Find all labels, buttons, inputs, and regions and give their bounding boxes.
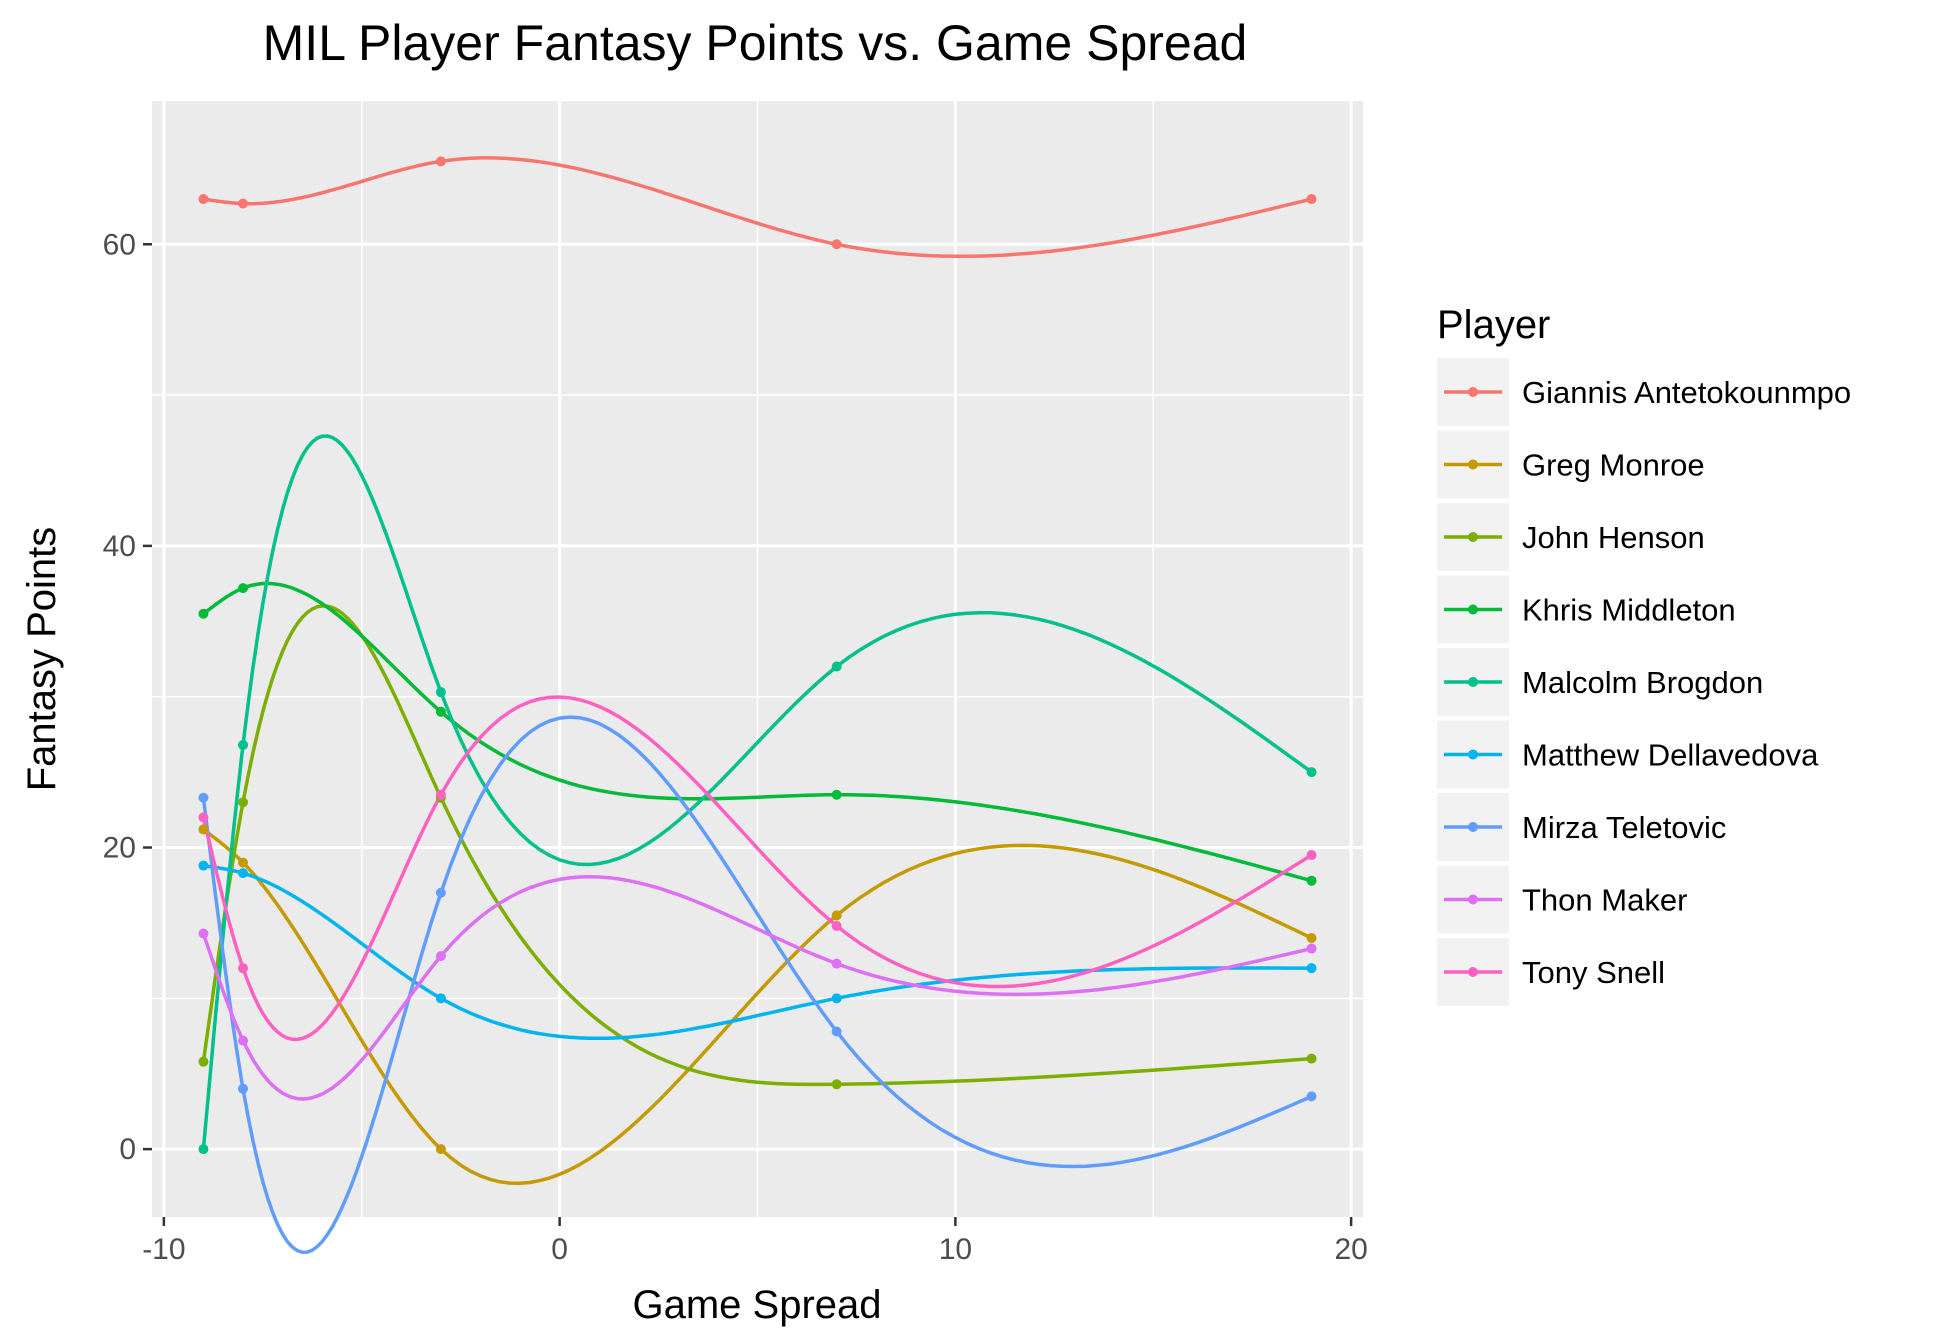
legend-item: Greg Monroe	[1437, 430, 1705, 499]
legend-item: Malcolm Brogdon	[1437, 648, 1763, 716]
data-point	[831, 958, 842, 969]
data-point	[198, 812, 209, 823]
data-point	[831, 910, 842, 921]
data-point	[831, 993, 842, 1004]
data-point	[238, 583, 249, 594]
legend-title: Player	[1437, 303, 1550, 347]
legend-item: John Henson	[1437, 503, 1705, 571]
y-tick-label: 0	[119, 1133, 136, 1166]
data-point	[435, 156, 446, 167]
legend-label: Tony Snell	[1522, 955, 1665, 990]
data-point	[198, 928, 209, 939]
data-point	[198, 194, 209, 205]
legend-label: Greg Monroe	[1522, 448, 1705, 483]
data-point	[435, 1144, 446, 1155]
data-point	[238, 797, 249, 808]
chart-title: MIL Player Fantasy Points vs. Game Sprea…	[263, 15, 1248, 71]
data-point	[1306, 194, 1317, 205]
data-point	[435, 789, 446, 800]
data-point	[238, 868, 249, 879]
data-point	[238, 963, 249, 974]
legend-swatch-point	[1468, 459, 1478, 470]
data-point	[435, 706, 446, 717]
data-point	[1306, 1091, 1317, 1102]
data-point	[1306, 767, 1317, 778]
legend-swatch-point	[1468, 967, 1478, 977]
legend-label: John Henson	[1522, 520, 1705, 555]
y-tick-label: 20	[103, 832, 136, 865]
data-point	[1306, 963, 1317, 974]
x-axis-title: Game Spread	[632, 1283, 881, 1327]
x-tick-label: -10	[142, 1233, 185, 1266]
legend-swatch-point	[1468, 604, 1478, 615]
data-point	[435, 993, 446, 1004]
data-point	[1306, 943, 1317, 954]
data-point	[198, 860, 209, 871]
legend-item: Thon Maker	[1437, 865, 1687, 934]
y-axis: 0 20 40 60	[103, 228, 152, 1166]
legend-swatch-point	[1468, 532, 1478, 542]
legend-swatch-point	[1468, 387, 1478, 397]
data-point	[1306, 875, 1317, 886]
data-point	[831, 661, 842, 672]
data-point	[831, 1079, 842, 1090]
legend-item: Giannis Antetokounmpo	[1437, 358, 1851, 426]
data-point	[198, 1144, 209, 1155]
data-point	[198, 1056, 209, 1067]
x-axis: -10 0 10 20	[142, 1217, 1368, 1266]
data-point	[831, 239, 842, 250]
legend-swatch-point	[1468, 822, 1478, 832]
legend-swatch-point	[1468, 677, 1478, 687]
data-point	[238, 198, 249, 209]
data-point	[831, 1026, 842, 1037]
data-point	[198, 824, 209, 835]
legend-label: Mirza Teletovic	[1522, 810, 1726, 845]
legend-items: Giannis Antetokounmpo Greg Monroe John Hen…	[1437, 358, 1851, 1006]
data-point	[198, 608, 209, 619]
data-point	[198, 792, 209, 803]
legend-item: Tony Snell	[1437, 938, 1665, 1006]
data-point	[435, 687, 446, 698]
data-point	[831, 789, 842, 800]
y-tick-label: 40	[103, 530, 136, 563]
data-point	[238, 1083, 249, 1094]
legend-swatch-point	[1468, 894, 1478, 905]
x-tick-label: 20	[1334, 1233, 1367, 1266]
data-point	[238, 739, 249, 750]
data-point	[238, 1035, 249, 1046]
data-point	[435, 887, 446, 898]
legend-swatch-point	[1468, 749, 1478, 760]
data-point	[238, 857, 249, 868]
legend-label: Giannis Antetokounmpo	[1522, 375, 1851, 410]
legend-item: Mirza Teletovic	[1437, 793, 1726, 861]
legend: Player Giannis Antetokounmpo Greg Monroe J…	[1437, 303, 1851, 1006]
x-tick-label: 0	[551, 1233, 568, 1266]
y-tick-label: 60	[103, 228, 136, 261]
legend-label: Khris Middleton	[1522, 593, 1736, 628]
series-points	[198, 156, 1317, 1155]
data-point	[1306, 1053, 1317, 1064]
data-point	[435, 951, 446, 962]
legend-label: Matthew Dellavedova	[1522, 738, 1819, 773]
data-point	[1306, 850, 1317, 861]
grid-lines	[152, 101, 1363, 1217]
legend-item: Khris Middleton	[1437, 575, 1736, 644]
data-point	[831, 920, 842, 931]
y-axis-title: Fantasy Points	[20, 527, 64, 792]
legend-label: Malcolm Brogdon	[1522, 665, 1763, 700]
legend-label: Thon Maker	[1522, 883, 1687, 918]
x-tick-label: 10	[939, 1233, 972, 1266]
data-point	[1306, 933, 1317, 943]
legend-item: Matthew Dellavedova	[1437, 720, 1819, 789]
